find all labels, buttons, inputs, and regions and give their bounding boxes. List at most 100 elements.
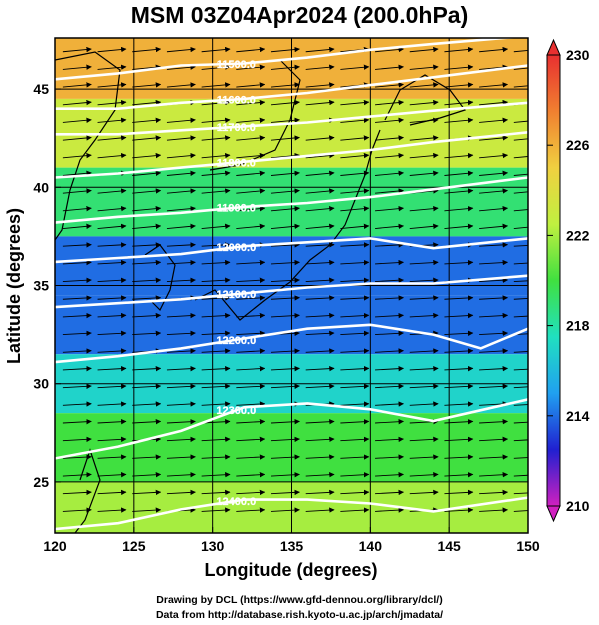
contour-label: 11700.0 — [217, 122, 256, 134]
wind-arrow — [409, 454, 439, 460]
wind-arrow — [409, 170, 439, 176]
wind-arrow — [201, 152, 231, 159]
wind-arrow — [132, 205, 162, 212]
height-contour — [55, 38, 520, 81]
wind-arrow — [513, 315, 528, 318]
wind-arrow — [340, 454, 370, 460]
wind-arrow — [270, 152, 300, 159]
wind-arrow — [132, 242, 162, 248]
wind-arrow — [340, 401, 370, 407]
wind-arrow — [375, 330, 404, 336]
wind-arrow — [444, 401, 474, 407]
contour-label: 12300.0 — [216, 405, 256, 417]
wind-arrow — [270, 436, 300, 443]
wind-arrow — [62, 295, 92, 301]
wind-arrow — [479, 82, 509, 88]
wind-arrow — [305, 277, 335, 283]
colorbar-min-triangle — [546, 505, 561, 523]
wind-arrow — [62, 152, 92, 159]
wind-arrow — [201, 454, 231, 460]
wind-arrow — [409, 365, 439, 372]
wind-arrow — [479, 277, 509, 283]
wind-arrow — [62, 170, 92, 176]
wind-arrow — [375, 277, 404, 283]
wind-arrow — [305, 418, 335, 425]
x-axis-label: Longitude (degrees) — [204, 560, 377, 580]
wind-arrow — [236, 205, 266, 212]
wind-arrow — [305, 312, 335, 319]
wind-arrow — [62, 99, 92, 106]
wind-arrow — [166, 436, 196, 443]
wind-arrow — [375, 454, 404, 460]
wind-arrow — [375, 472, 404, 478]
wind-arrow — [375, 489, 404, 496]
wind-arrow — [444, 295, 474, 301]
wind-arrow — [479, 418, 509, 425]
wind-arrow — [201, 312, 231, 319]
wind-arrow — [97, 188, 127, 194]
wind-arrow — [513, 262, 528, 265]
wind-arrow — [97, 401, 127, 407]
wind-arrow — [201, 365, 231, 372]
wind-arrow — [513, 85, 528, 88]
wind-arrow — [132, 99, 162, 106]
wind-arrow — [305, 507, 335, 513]
wind-arrow — [513, 439, 528, 442]
wind-arrow — [409, 99, 439, 106]
wind-arrow — [166, 365, 196, 372]
wind-arrow — [444, 489, 474, 496]
wind-arrow — [166, 152, 196, 159]
wind-arrow — [444, 312, 474, 319]
colorbar-ticks: 210 214 218 222 226 230 — [547, 47, 590, 514]
wind-arrow — [236, 365, 266, 372]
wind-arrow — [513, 226, 528, 229]
wind-arrow — [97, 312, 127, 319]
wind-arrow — [340, 117, 370, 123]
wind-arrow — [97, 418, 127, 425]
wind-arrow — [201, 82, 231, 88]
wind-arrow — [444, 46, 474, 53]
wind-arrow — [305, 135, 335, 141]
wind-arrow — [236, 383, 266, 390]
wind-arrow — [340, 348, 370, 354]
wind-arrow — [270, 170, 300, 176]
x-tick-label: 150 — [516, 538, 540, 554]
wind-arrow — [513, 49, 528, 53]
wind-arrow — [201, 259, 231, 266]
wind-arrow — [375, 383, 404, 390]
wind-arrow — [409, 152, 439, 159]
grid-lines — [55, 38, 528, 533]
wind-arrow — [444, 454, 474, 460]
wind-arrow — [409, 117, 439, 123]
x-tick-label: 145 — [437, 538, 461, 554]
wind-arrow — [340, 418, 370, 425]
wind-arrow — [479, 135, 509, 141]
contour-label: 11500.0 — [217, 59, 256, 71]
credit-line-1: Drawing by DCL (https://www.gfd-dennou.o… — [156, 594, 443, 606]
wind-arrow — [513, 404, 528, 406]
wind-arrow — [409, 348, 439, 354]
wind-arrow — [97, 82, 127, 88]
wind-arrow — [340, 383, 370, 390]
wind-arrow — [444, 418, 474, 425]
height-contour — [55, 323, 528, 364]
wind-arrow — [270, 277, 300, 283]
wind-arrow — [236, 259, 266, 266]
wind-arrow — [62, 82, 92, 88]
wind-arrow — [236, 99, 266, 106]
wind-arrow — [97, 330, 127, 336]
wind-arrow — [479, 489, 509, 496]
wind-arrow — [97, 383, 127, 390]
wind-arrow — [97, 365, 127, 372]
wind-arrow — [479, 383, 509, 390]
wind-arrow — [236, 472, 266, 478]
wind-arrow — [409, 82, 439, 88]
wind-arrow — [479, 507, 509, 513]
wind-arrow — [270, 295, 300, 301]
contour-label: 12100.0 — [216, 289, 256, 301]
wind-arrow — [236, 489, 266, 496]
plot-area: 11500.0 11600.0 11700.0 11800.0 11900.0 12000… — [55, 38, 528, 533]
wind-arrow — [375, 436, 404, 443]
wind-arrow — [270, 312, 300, 319]
wind-arrow — [62, 472, 92, 478]
